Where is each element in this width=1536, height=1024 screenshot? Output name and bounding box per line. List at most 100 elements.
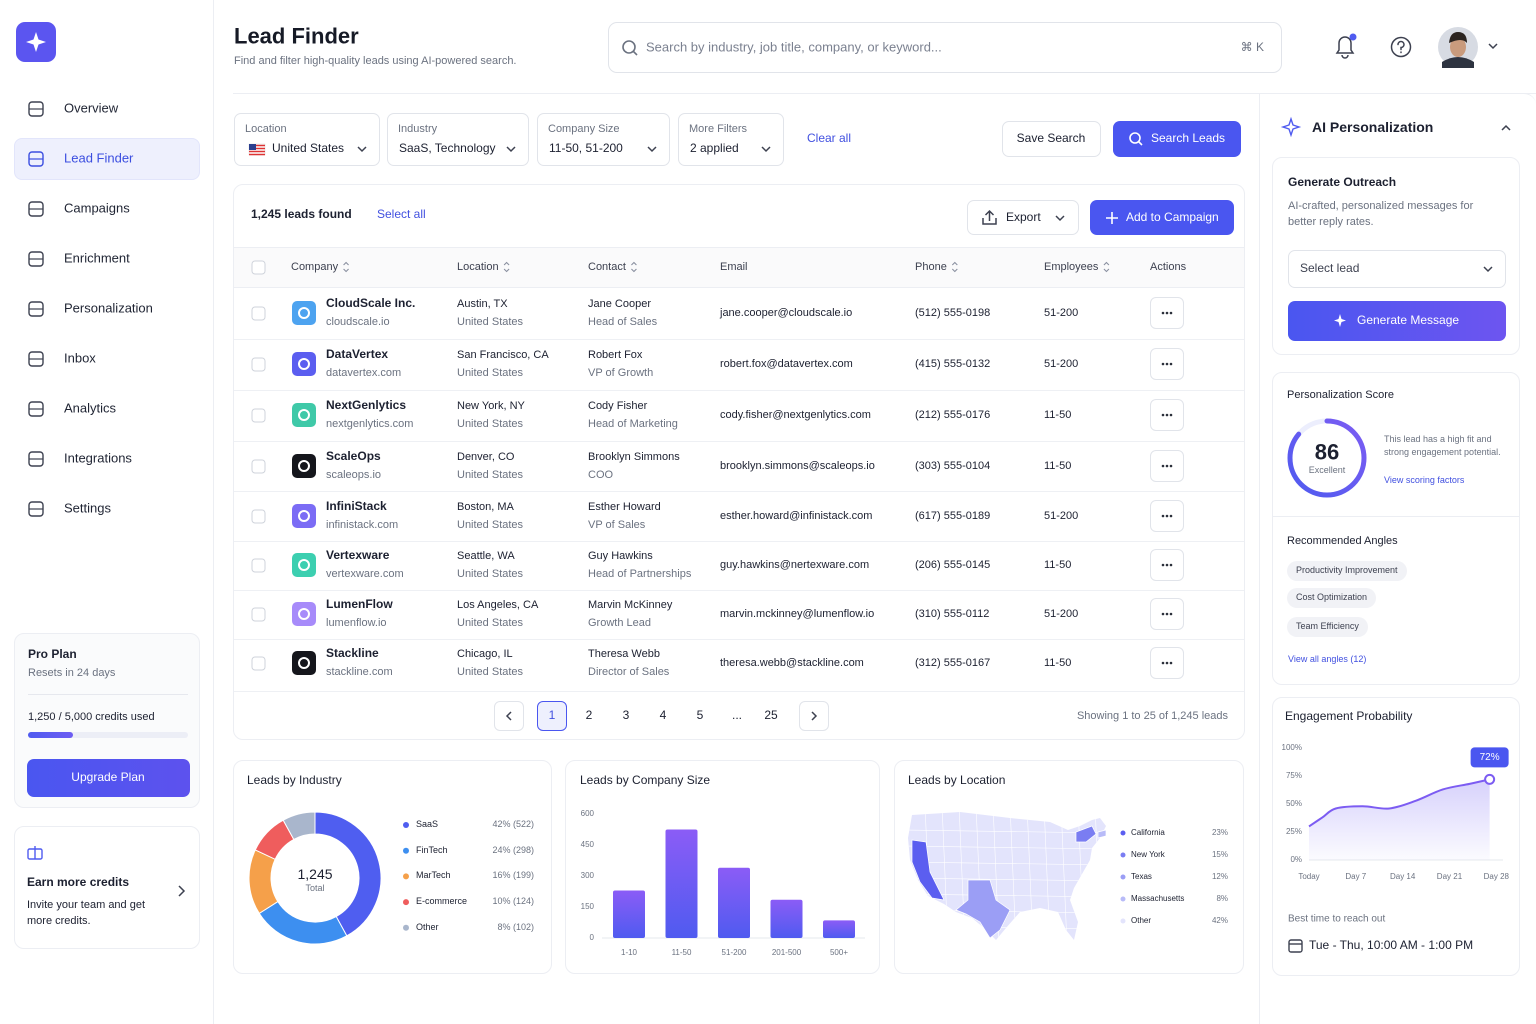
column-header[interactable]: Company xyxy=(291,260,339,273)
generate-button[interactable] xyxy=(1288,301,1506,341)
save-search-label[interactable]: Save Search xyxy=(1016,131,1086,146)
angle-tag-label[interactable]: Cost Optimization xyxy=(1296,592,1368,603)
page-number[interactable]: 5 xyxy=(696,708,704,723)
nav-label[interactable]: Overview xyxy=(64,100,119,116)
x-tick-label: 500+ xyxy=(829,947,849,957)
bell-icon[interactable] xyxy=(1335,36,1355,59)
page-number[interactable]: 1 xyxy=(548,708,556,723)
lead-select-label[interactable]: Select lead xyxy=(1300,261,1360,276)
select-all[interactable]: Select all xyxy=(377,207,426,222)
row-actions-button[interactable] xyxy=(1150,549,1184,581)
legend-value: 16% (199) xyxy=(492,870,534,881)
page-number[interactable]: ... xyxy=(731,708,743,723)
score-link[interactable]: View scoring factors xyxy=(1384,475,1465,486)
y-tick-label: 25% xyxy=(1285,826,1302,836)
export-button[interactable] xyxy=(967,200,1079,235)
search-placeholder[interactable]: Search by industry, job title, company, … xyxy=(646,39,942,55)
angle-tag-label[interactable]: Productivity Improvement xyxy=(1296,565,1398,576)
contact-email: robert.fox@datavertex.com xyxy=(720,357,853,370)
angle-tag-label[interactable]: Team Efficiency xyxy=(1296,621,1359,632)
contact-phone: (303) 555-0104 xyxy=(915,459,991,472)
current-page[interactable] xyxy=(537,701,567,731)
page-number[interactable]: 25 xyxy=(764,708,778,723)
x-tick-label: Day 14 xyxy=(1389,871,1416,881)
page-number[interactable]: 4 xyxy=(659,708,667,723)
sidebar-border xyxy=(213,0,214,1024)
chart-title: Leads by Industry xyxy=(247,773,342,788)
angle-tag[interactable] xyxy=(1287,561,1407,581)
legend-label: Massachusetts xyxy=(1131,893,1185,903)
filter-dropdown[interactable] xyxy=(537,113,670,166)
legend-label: MarTech xyxy=(416,870,451,881)
angles-title: Recommended Angles xyxy=(1287,534,1398,547)
help-icon[interactable] xyxy=(1390,36,1412,58)
company-domain: datavertex.com xyxy=(326,366,402,379)
row-actions-button[interactable] xyxy=(1150,297,1184,329)
row-actions-button[interactable] xyxy=(1150,348,1184,380)
contact-name: Marvin McKinney xyxy=(588,598,673,611)
nav-label[interactable]: Personalization xyxy=(64,300,153,316)
employee-range: 51-200 xyxy=(1044,509,1079,522)
row-actions-button[interactable] xyxy=(1150,450,1184,482)
row-actions-button[interactable] xyxy=(1150,500,1184,532)
nav-label[interactable]: Enrichment xyxy=(64,250,130,266)
filter-dropdown[interactable] xyxy=(678,113,784,166)
company-name: DataVertex xyxy=(326,347,389,362)
upgrade-label[interactable]: Upgrade Plan xyxy=(71,770,145,785)
company-name: CloudScale Inc. xyxy=(326,296,416,311)
angle-tag[interactable] xyxy=(1287,617,1368,637)
employee-range: 51-200 xyxy=(1044,607,1079,620)
company-domain: lumenflow.io xyxy=(326,616,387,629)
company-domain: vertexware.com xyxy=(326,567,404,580)
column-header[interactable]: Contact xyxy=(588,260,626,273)
nav-label[interactable]: Campaigns xyxy=(64,200,130,216)
contact-role: Head of Sales xyxy=(588,315,658,328)
contact-role: Growth Lead xyxy=(588,616,651,629)
column-header[interactable]: Location xyxy=(457,260,499,273)
nav-label[interactable]: Settings xyxy=(64,500,111,516)
row-divider xyxy=(234,339,1244,340)
next-page-button[interactable] xyxy=(799,701,829,731)
location-country: United States xyxy=(457,616,524,629)
location-city: Austin, TX xyxy=(457,297,508,310)
page-number[interactable]: 3 xyxy=(622,708,630,723)
nav-label[interactable]: Lead Finder xyxy=(64,150,134,166)
employee-range: 11-50 xyxy=(1044,558,1072,571)
company-domain: nextgenlytics.com xyxy=(326,417,414,430)
legend-value: 10% (124) xyxy=(492,896,534,907)
avatar[interactable] xyxy=(1438,27,1478,67)
upgrade-button[interactable] xyxy=(27,759,190,797)
save-search-button[interactable] xyxy=(1002,121,1101,157)
nav-item[interactable] xyxy=(14,338,200,380)
legend-label: New York xyxy=(1131,849,1165,859)
plan-subtitle: Resets in 24 days xyxy=(28,666,116,679)
add-campaign-label[interactable]: Add to Campaign xyxy=(1126,210,1219,225)
column-header[interactable]: Phone xyxy=(915,260,947,273)
nav-item-active[interactable] xyxy=(14,138,200,180)
page-number[interactable]: 2 xyxy=(585,708,593,723)
prev-page-button[interactable] xyxy=(494,701,524,731)
location-country: United States xyxy=(457,366,524,379)
lead-select[interactable] xyxy=(1288,250,1506,288)
filter-label: Location xyxy=(245,122,287,135)
filter-dropdown[interactable] xyxy=(234,113,380,166)
generate-label[interactable]: Generate Message xyxy=(1357,313,1460,328)
filter-dropdown[interactable] xyxy=(387,113,529,166)
search-box[interactable] xyxy=(608,22,1282,73)
nav-label[interactable]: Inbox xyxy=(64,350,96,366)
score-card xyxy=(1272,372,1520,685)
row-actions-button[interactable] xyxy=(1150,647,1184,679)
divider xyxy=(1273,516,1519,517)
logo[interactable] xyxy=(16,22,56,62)
column-header[interactable]: Employees xyxy=(1044,260,1099,273)
export-label[interactable]: Export xyxy=(1006,210,1041,225)
angles-link[interactable]: View all angles (12) xyxy=(1288,654,1367,665)
clear-filters[interactable]: Clear all xyxy=(807,131,852,146)
row-actions-button[interactable] xyxy=(1150,598,1184,630)
row-actions-button[interactable] xyxy=(1150,399,1184,431)
search-leads-label[interactable]: Search Leads xyxy=(1151,131,1226,146)
nav-label[interactable]: Integrations xyxy=(64,450,132,466)
contact-role: COO xyxy=(588,468,614,481)
nav-label[interactable]: Analytics xyxy=(64,400,117,416)
angle-tag[interactable] xyxy=(1287,588,1377,608)
